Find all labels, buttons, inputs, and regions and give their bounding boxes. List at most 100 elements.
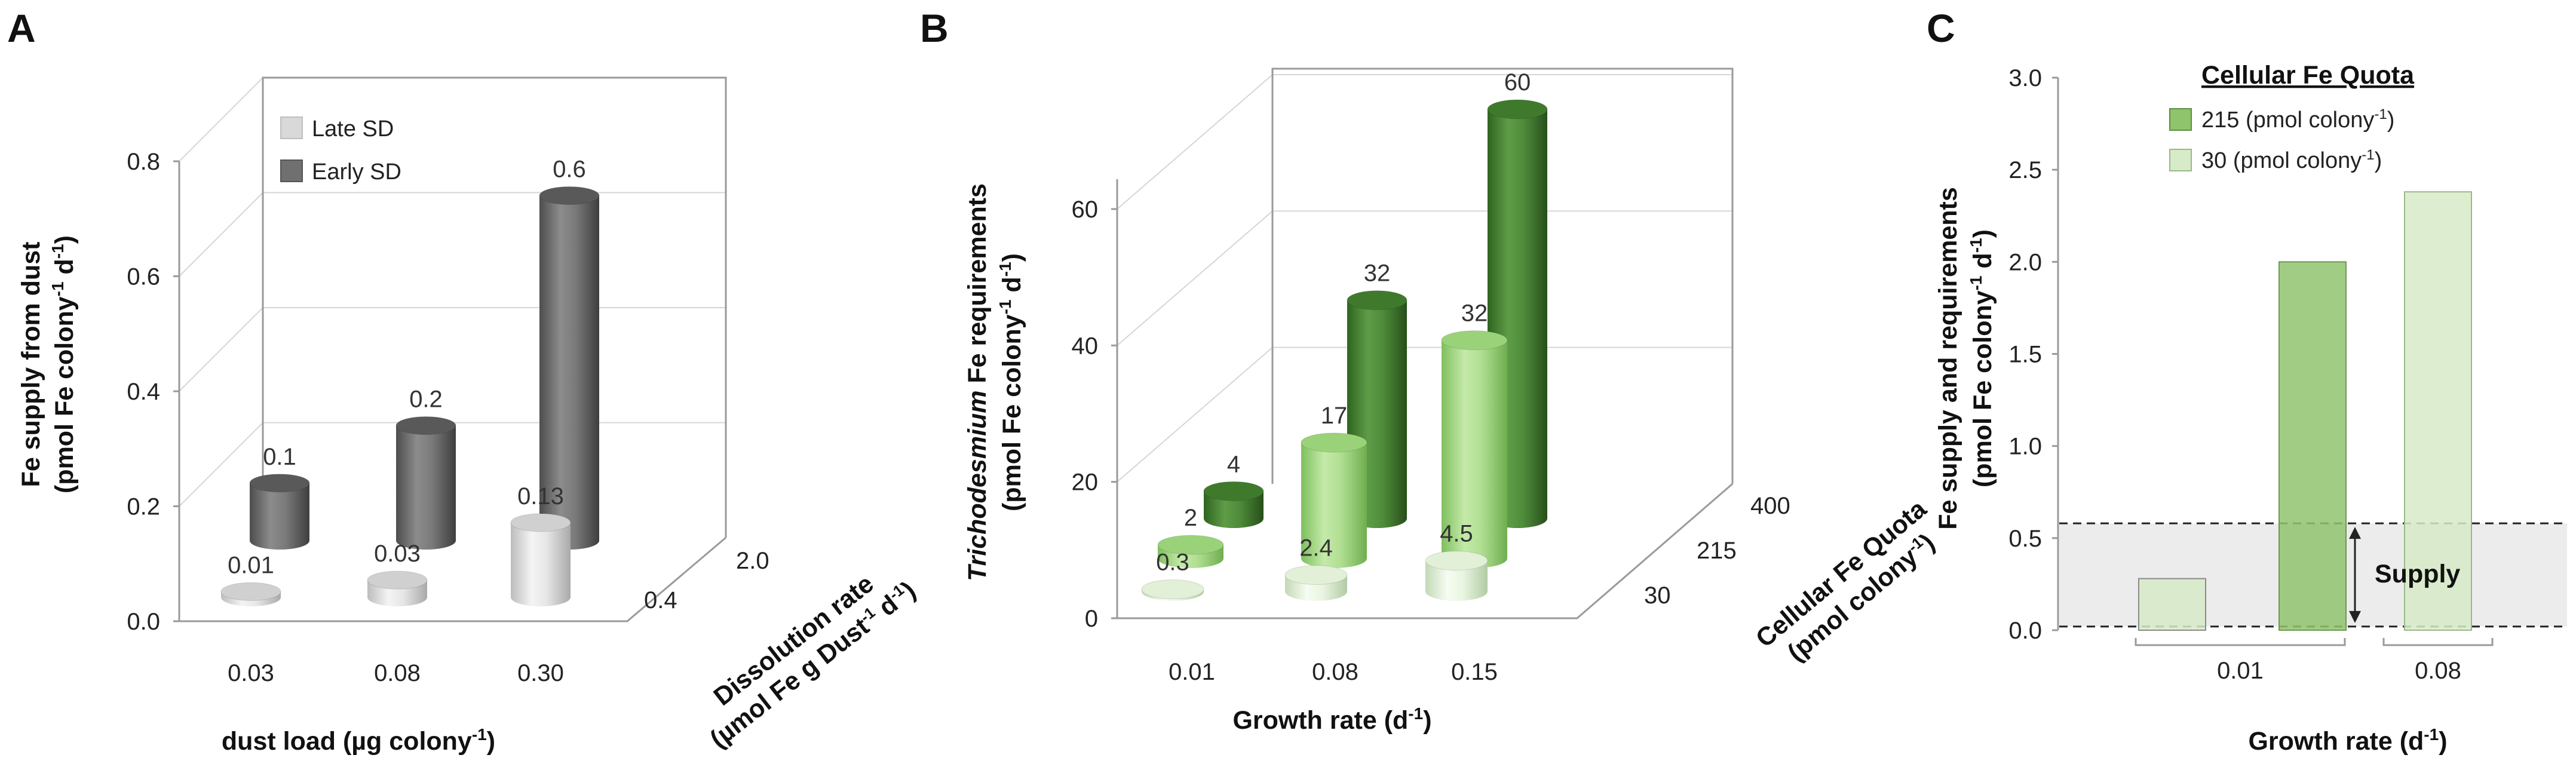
panel-a-y-tick-label-0: 0.0 xyxy=(127,609,160,635)
panel-c-x-axis-title: Growth rate (d-1) xyxy=(2248,725,2447,756)
legend-swatch-215 xyxy=(2169,108,2192,131)
panel-c-y-axis-title: Fe supply and requirements (pmol Fe colo… xyxy=(1934,187,1997,529)
panel-a-depth-axis-title: Dissolution rate (µmol Fe g Dust-1 d-1) xyxy=(704,569,921,754)
panel-b-gridlines xyxy=(1117,74,1732,483)
panel-a-cylinder-early-sd-2-body xyxy=(396,425,456,550)
panel-c-x-tick-2: 0.08 xyxy=(2415,658,2461,684)
panel-b-cylinder-quota-215-1: 2 xyxy=(1157,505,1224,568)
panel-label-a: A xyxy=(7,6,36,50)
panel-b-cylinder-quota-215-1-top xyxy=(1157,535,1224,555)
legend-label-30: 30 (pmol colony-1) xyxy=(2201,147,2382,173)
panel-c-bars xyxy=(2138,191,2472,631)
panel-b-y-ticks: 0 20 40 60 xyxy=(1072,197,1117,632)
panel-a-cylinder-early-sd-1-label: 0.1 xyxy=(263,444,296,470)
panel-b-cylinder-quota-30-2-label: 2.4 xyxy=(1299,535,1333,561)
panel-c-bar-3 xyxy=(2404,191,2472,631)
panel-b-x-tick-3: 0.15 xyxy=(1451,659,1498,685)
panel-a-depth-title-line2: (µmol Fe g Dust-1 d-1) xyxy=(704,575,921,754)
panel-b-x-axis xyxy=(1117,483,1733,619)
supply-label: Supply xyxy=(2375,560,2460,588)
panel-a-cylinder-early-sd-3: 0.6 xyxy=(539,157,600,550)
panel-label-c: C xyxy=(1927,6,1955,50)
panel-a-depth-tick-2: 2.0 xyxy=(736,548,769,574)
panel-a-y-tick-label-4: 0.8 xyxy=(127,149,160,175)
panel-a-y-tick-label-3: 0.6 xyxy=(127,264,160,290)
panel-b-y-tick-label-1: 20 xyxy=(1072,470,1099,496)
panel-b-y-title-line2: (pmol Fe colony-1 d-1) xyxy=(996,253,1026,511)
panel-b-gridline-2 xyxy=(1117,210,1732,346)
legend-label-215: 215 (pmol colony-1) xyxy=(2201,106,2394,133)
legend-label-late-sd: Late SD xyxy=(312,116,394,142)
legend-swatch-early-sd xyxy=(280,159,303,182)
panel-c-y-title-line1: Fe supply and requirements xyxy=(1934,187,1962,529)
panel-a-cylinder-early-sd-2: 0.2 xyxy=(395,386,456,550)
panel-b-cylinder-quota-215-1-label: 2 xyxy=(1184,505,1197,531)
legend-swatch-30 xyxy=(2169,149,2192,171)
panel-b-cylinder-quota-400-1-label: 4 xyxy=(1227,451,1240,477)
panel-c-x-tick-1: 0.01 xyxy=(2217,658,2264,684)
panel-b-gridline-1 xyxy=(1117,346,1732,483)
panel-a-cylinder-late-sd-3-top xyxy=(510,513,571,532)
category-bracket-1 xyxy=(2135,638,2346,646)
panel-a-chart: 0.0 0.2 0.4 0.6 0.8 0.1 0.2 0.6 0.01 0.03 0.13 La… xyxy=(17,76,921,756)
panel-a-cylinder-early-sd-2-top xyxy=(395,416,456,435)
panel-b-cylinder-quota-215-2-top xyxy=(1301,432,1367,453)
panel-c-bar-2 xyxy=(2278,261,2347,631)
panel-b-cylinder-quota-215-3: 32 xyxy=(1441,300,1508,568)
panel-c-y-tick-label-2: 1.0 xyxy=(2008,434,2042,460)
panel-b-cylinder-quota-400-1-body xyxy=(1204,491,1264,528)
panel-a-cylinder-late-sd-3: 0.13 xyxy=(510,483,571,606)
panel-a-cylinder-early-sd-3-label: 0.6 xyxy=(553,157,586,183)
panel-a-cylinder-late-sd-2-top xyxy=(367,570,428,590)
panel-b-cylinder-quota-215-3-body xyxy=(1442,340,1507,568)
panel-a-cylinder-late-sd-2: 0.03 xyxy=(367,541,428,606)
panel-a-cylinder-late-sd-1-top xyxy=(220,582,281,601)
panel-a-cylinder-early-sd-1-body xyxy=(250,483,309,550)
panel-b-cylinder-quota-30-1-label: 0.3 xyxy=(1156,550,1189,576)
panel-a-y-tick-label-1: 0.2 xyxy=(127,494,160,520)
panel-a-back-wall xyxy=(262,76,727,538)
panel-b-y-tick-label-3: 60 xyxy=(1072,197,1099,223)
panel-b-cylinder-quota-215-2: 17 xyxy=(1301,403,1367,568)
panel-c-y-tick-label-3: 1.5 xyxy=(2008,342,2042,368)
panel-b-depth-tick-3: 400 xyxy=(1750,493,1790,519)
panel-c-y-tick-label-5: 2.5 xyxy=(2008,157,2042,183)
panel-a-x-axis-title: dust load (µg colony-1) xyxy=(222,725,495,756)
legend-label-early-sd: Early SD xyxy=(312,159,401,185)
panel-b-cylinder-quota-30-2-top xyxy=(1284,565,1348,585)
panel-a-y-tick-label-2: 0.4 xyxy=(127,379,160,405)
panel-a-cylinder-early-sd-1: 0.1 xyxy=(249,444,310,550)
panel-a-y-ticks: 0.0 0.2 0.4 0.6 0.8 xyxy=(127,149,179,635)
panel-c-chart: 0.0 0.5 1.0 1.5 2.0 2.5 3.0 Supply 0.01 0.08 C… xyxy=(1934,61,2567,756)
panel-a-cylinder-late-sd-3-body xyxy=(511,522,571,606)
panel-label-b: B xyxy=(920,6,949,50)
panel-a-cylinder-early-sd-3-body xyxy=(539,195,599,550)
panel-b-cylinder-quota-400-2-top xyxy=(1347,290,1407,311)
panel-b-cylinder-quota-215-2-body xyxy=(1301,442,1367,568)
panel-b-x-tick-2: 0.08 xyxy=(1312,659,1358,685)
panel-c-y-tick-label-0: 0.0 xyxy=(2008,618,2042,644)
panel-a-cylinder-late-sd-2-label: 0.03 xyxy=(374,541,421,567)
panel-a-x-tick-1: 0.03 xyxy=(228,660,274,686)
panel-a-gridline-3 xyxy=(179,192,726,277)
panel-b-cylinder-quota-215-3-top xyxy=(1441,330,1508,351)
panel-c-y-tick-label-1: 0.5 xyxy=(2008,526,2042,552)
panel-b-depth-axis-title: Cellular Fe Quota (pmol colony-1) xyxy=(1750,494,1940,667)
panel-b-cylinder-quota-400-1-top xyxy=(1203,481,1264,501)
panel-a-gridline-2 xyxy=(179,307,726,392)
panel-b-depth-tick-2: 215 xyxy=(1697,538,1737,564)
panel-c-bar-1 xyxy=(2138,578,2206,631)
panel-b-cylinder-quota-30-3: 4.5 xyxy=(1425,521,1488,601)
panel-b-cylinder-quota-30-3-top xyxy=(1425,551,1488,571)
panel-a-y-axis-title: Fe supply from dust (pmol Fe colony-1 d-… xyxy=(17,235,79,493)
panel-a-cylinder-late-sd-1: 0.01 xyxy=(220,552,281,606)
panel-b-cylinder-quota-30-1-top xyxy=(1141,579,1204,600)
panel-b-cylinder-quota-30-2: 2.4 xyxy=(1284,535,1348,601)
panel-b-x-axis-title: Growth rate (d-1) xyxy=(1232,704,1431,735)
panel-b-y-axis-title: Trichodesmium Fe requirements (pmol Fe c… xyxy=(963,183,1026,581)
panel-b-y-title-line1: Trichodesmium Fe requirements xyxy=(963,183,992,581)
panel-a-x-tick-2: 0.08 xyxy=(374,660,421,686)
panel-b-cylinder-quota-215-3-label: 32 xyxy=(1461,300,1488,327)
panel-b-cylinder-quota-400-3-label: 60 xyxy=(1504,69,1531,96)
panel-c-y-tick-label-4: 2.0 xyxy=(2008,249,2042,275)
